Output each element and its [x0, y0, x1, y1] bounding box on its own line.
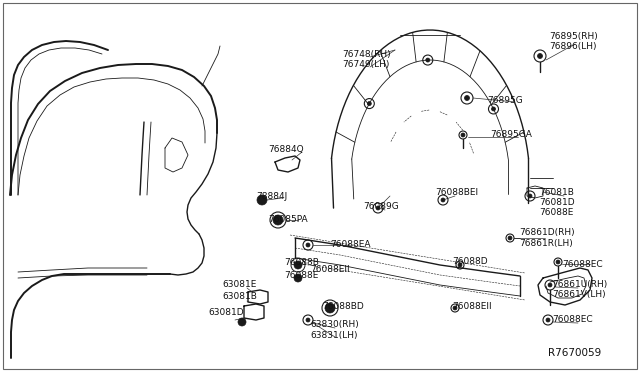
Circle shape	[238, 318, 246, 326]
Text: 76088EA: 76088EA	[330, 240, 371, 249]
Circle shape	[325, 303, 335, 313]
Text: 63830(RH): 63830(RH)	[310, 320, 359, 329]
Circle shape	[453, 306, 457, 310]
Text: 76088EC: 76088EC	[562, 260, 603, 269]
Circle shape	[548, 283, 552, 287]
Text: 76088BD: 76088BD	[322, 302, 364, 311]
Circle shape	[508, 236, 512, 240]
Text: 63081B: 63081B	[222, 292, 257, 301]
Circle shape	[257, 195, 267, 205]
Circle shape	[556, 260, 560, 264]
Text: 76861V(LH): 76861V(LH)	[552, 290, 605, 299]
Circle shape	[458, 263, 462, 267]
Circle shape	[538, 54, 543, 58]
Circle shape	[546, 318, 550, 322]
Text: 63831(LH): 63831(LH)	[310, 331, 358, 340]
Circle shape	[273, 215, 283, 225]
Circle shape	[367, 102, 371, 106]
Circle shape	[441, 198, 445, 202]
Text: 76089G: 76089G	[363, 202, 399, 211]
Text: 76088B: 76088B	[284, 258, 319, 267]
Circle shape	[294, 274, 302, 282]
Text: 76861U(RH): 76861U(RH)	[552, 280, 607, 289]
Circle shape	[376, 206, 380, 210]
Circle shape	[465, 96, 470, 100]
Circle shape	[306, 318, 310, 322]
Text: 76088EII: 76088EII	[310, 265, 349, 274]
Text: 76895(RH): 76895(RH)	[549, 32, 598, 41]
Text: 76085PA: 76085PA	[268, 215, 308, 224]
Text: 76749(LH): 76749(LH)	[342, 60, 389, 69]
Text: 76088D: 76088D	[452, 257, 488, 266]
Text: 76896(LH): 76896(LH)	[549, 42, 596, 51]
Text: 76088EC: 76088EC	[552, 315, 593, 324]
Circle shape	[461, 133, 465, 137]
Text: 76088E: 76088E	[284, 271, 318, 280]
Text: 76081D: 76081D	[539, 198, 575, 207]
Text: 76748(RH): 76748(RH)	[342, 50, 390, 59]
Text: 76088E: 76088E	[539, 208, 573, 217]
Circle shape	[492, 107, 495, 111]
Text: 78884J: 78884J	[256, 192, 287, 201]
Circle shape	[306, 243, 310, 247]
Text: 76895GA: 76895GA	[490, 130, 532, 139]
Text: 76884Q: 76884Q	[268, 145, 303, 154]
Text: 76895G: 76895G	[487, 96, 523, 105]
Text: 76861R(LH): 76861R(LH)	[519, 239, 573, 248]
Text: 76081B: 76081B	[539, 188, 574, 197]
Text: 76861D(RH): 76861D(RH)	[519, 228, 575, 237]
Text: 76088BEI: 76088BEI	[435, 188, 478, 197]
Text: 63081D: 63081D	[208, 308, 244, 317]
Text: 63081E: 63081E	[222, 280, 257, 289]
Text: 76088EII: 76088EII	[452, 302, 492, 311]
Circle shape	[426, 58, 430, 62]
Circle shape	[294, 261, 302, 269]
Circle shape	[528, 194, 532, 198]
Text: R7670059: R7670059	[548, 348, 601, 358]
